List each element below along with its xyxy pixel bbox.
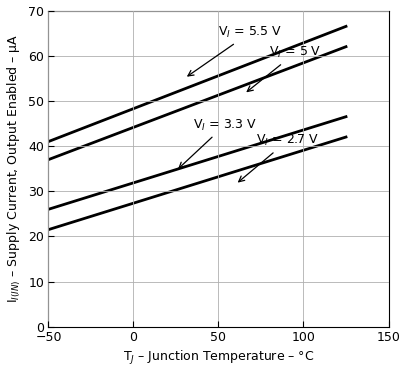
- Text: V$_I$ = 2.7 V: V$_I$ = 2.7 V: [238, 133, 318, 182]
- Text: V$_I$ = 5.5 V: V$_I$ = 5.5 V: [188, 25, 282, 76]
- Text: V$_I$ = 5 V: V$_I$ = 5 V: [247, 45, 321, 91]
- Text: V$_I$ = 3.3 V: V$_I$ = 3.3 V: [179, 117, 257, 168]
- Y-axis label: I$_{I (IN)}$ – Supply Current, Output Enabled – μA: I$_{I (IN)}$ – Supply Current, Output En…: [6, 34, 23, 303]
- X-axis label: T$_J$ – Junction Temperature – °C: T$_J$ – Junction Temperature – °C: [122, 350, 313, 367]
